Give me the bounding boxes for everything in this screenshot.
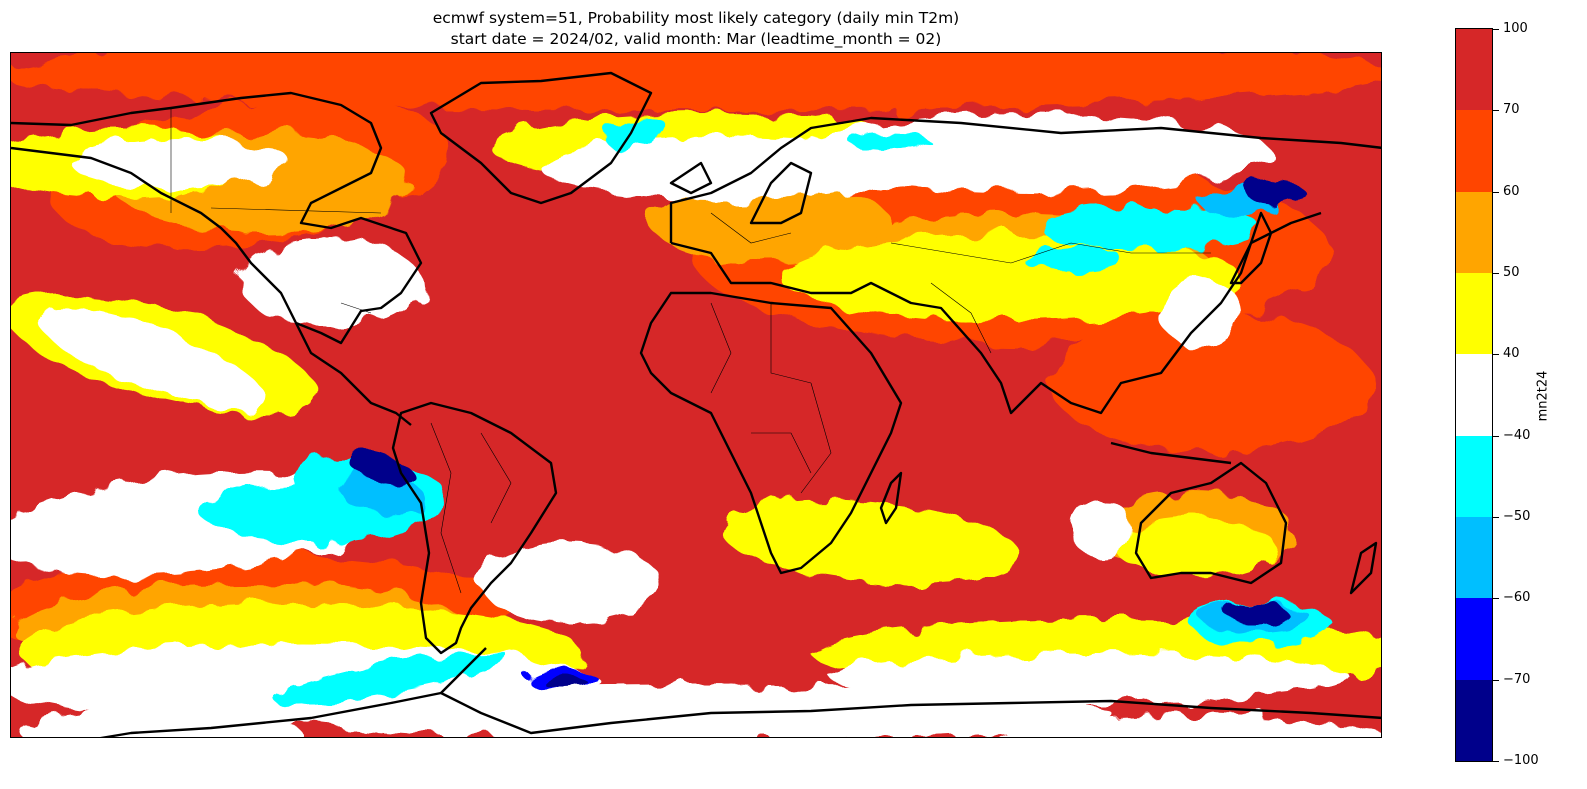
border-path xyxy=(930,282,992,354)
coastline-path xyxy=(1229,211,1273,285)
coastline-path xyxy=(294,322,412,426)
border-path xyxy=(430,422,462,594)
colorbar-tick xyxy=(1493,191,1499,193)
coastline-path xyxy=(639,291,903,575)
border-path xyxy=(710,302,732,394)
coastline-path xyxy=(11,91,423,345)
coastline-path xyxy=(1349,541,1378,595)
colorbar xyxy=(1455,28,1493,762)
anomaly-field xyxy=(11,53,1381,737)
coastline-path xyxy=(669,116,1381,243)
border-path xyxy=(480,432,512,524)
coastline-path xyxy=(391,401,558,655)
coastline-path xyxy=(1134,461,1288,585)
anomaly-region xyxy=(347,449,415,487)
anomaly-region xyxy=(272,653,510,703)
anomaly-region xyxy=(1021,246,1121,270)
anomaly-region xyxy=(851,133,931,153)
colorbar-tick-label: −40 xyxy=(1503,427,1531,443)
colorbar-tick-label: 100 xyxy=(1503,21,1528,36)
border-path xyxy=(340,302,372,314)
coastline-path xyxy=(99,691,1381,737)
anomaly-region xyxy=(1226,601,1286,625)
colorbar-tick xyxy=(1493,679,1499,681)
anomaly-region xyxy=(607,116,665,150)
coastline-path xyxy=(749,161,813,225)
border-path xyxy=(770,303,812,384)
colorbar-segment xyxy=(1456,354,1492,437)
coastline-path xyxy=(429,71,653,205)
border-path xyxy=(710,212,792,244)
colorbar-tick xyxy=(1493,273,1499,274)
colorbar-tick-label: 70 xyxy=(1503,102,1520,118)
anomaly-region xyxy=(1041,206,1261,250)
anomaly-region xyxy=(21,708,301,737)
colorbar-tick xyxy=(1493,761,1499,762)
anomaly-region xyxy=(1248,179,1304,207)
colorbar-segment xyxy=(1456,517,1492,599)
anomaly-region xyxy=(1161,278,1241,348)
country-borders xyxy=(170,108,1211,594)
colorbar-tick xyxy=(1493,598,1499,600)
colorbar-segment xyxy=(1456,191,1492,274)
colorbar-segment xyxy=(1456,679,1492,762)
anomaly-region xyxy=(995,713,1381,737)
border-path xyxy=(210,207,382,214)
anomaly-region xyxy=(1071,498,1131,558)
coastlines xyxy=(11,71,1381,737)
border-path xyxy=(890,242,1211,264)
anomaly-region xyxy=(781,233,1241,323)
anomaly-region xyxy=(544,676,588,690)
anomaly-region xyxy=(271,685,1111,737)
coastline-path xyxy=(879,471,903,525)
colorbar-tick-label: 60 xyxy=(1503,183,1520,199)
anomaly-region xyxy=(721,501,1021,585)
anomaly-region xyxy=(791,113,1271,193)
border-path xyxy=(800,382,832,494)
colorbar-segment xyxy=(1456,110,1492,193)
colorbar-tick xyxy=(1493,435,1499,437)
colorbar-segment xyxy=(1456,273,1492,355)
anomaly-region xyxy=(71,138,291,188)
anomaly-region xyxy=(831,653,1351,703)
coastline-path xyxy=(440,647,487,694)
map-canvas xyxy=(11,53,1381,737)
anomaly-region xyxy=(11,53,1381,111)
chart-title-line-1: ecmwf system=51, Probability most likely… xyxy=(432,9,960,27)
anomaly-region xyxy=(1051,313,1371,453)
colorbar-tick xyxy=(1493,517,1499,518)
colorbar-segment xyxy=(1456,598,1492,681)
colorbar-tick xyxy=(1493,110,1499,112)
border-path xyxy=(751,432,812,474)
colorbar-tick xyxy=(1493,29,1499,30)
coastline-path xyxy=(670,211,1322,415)
coastline-path xyxy=(1110,441,1232,465)
anomaly-region xyxy=(241,238,421,328)
chart-title-line-2: start date = 2024/02, valid month: Mar (… xyxy=(450,30,942,48)
anomaly-region xyxy=(481,543,661,623)
colorbar-tick-label: −50 xyxy=(1503,509,1531,524)
colorbar-segment xyxy=(1456,435,1492,518)
anomaly-region xyxy=(1116,518,1276,578)
colorbar-segment xyxy=(1456,29,1492,111)
anomaly-region xyxy=(37,308,265,408)
colorbar-tick-label: −100 xyxy=(1503,753,1539,768)
world-map xyxy=(10,52,1382,738)
colorbar-tick-label: −60 xyxy=(1503,590,1531,606)
colorbar-tick xyxy=(1493,354,1499,356)
colorbar-label: mn2t24 xyxy=(1535,370,1551,422)
coastline-path xyxy=(669,161,713,195)
colorbar-tick-label: 50 xyxy=(1503,265,1520,280)
colorbar-tick-label: −70 xyxy=(1503,671,1531,687)
colorbar-tick-label: 40 xyxy=(1503,346,1520,362)
